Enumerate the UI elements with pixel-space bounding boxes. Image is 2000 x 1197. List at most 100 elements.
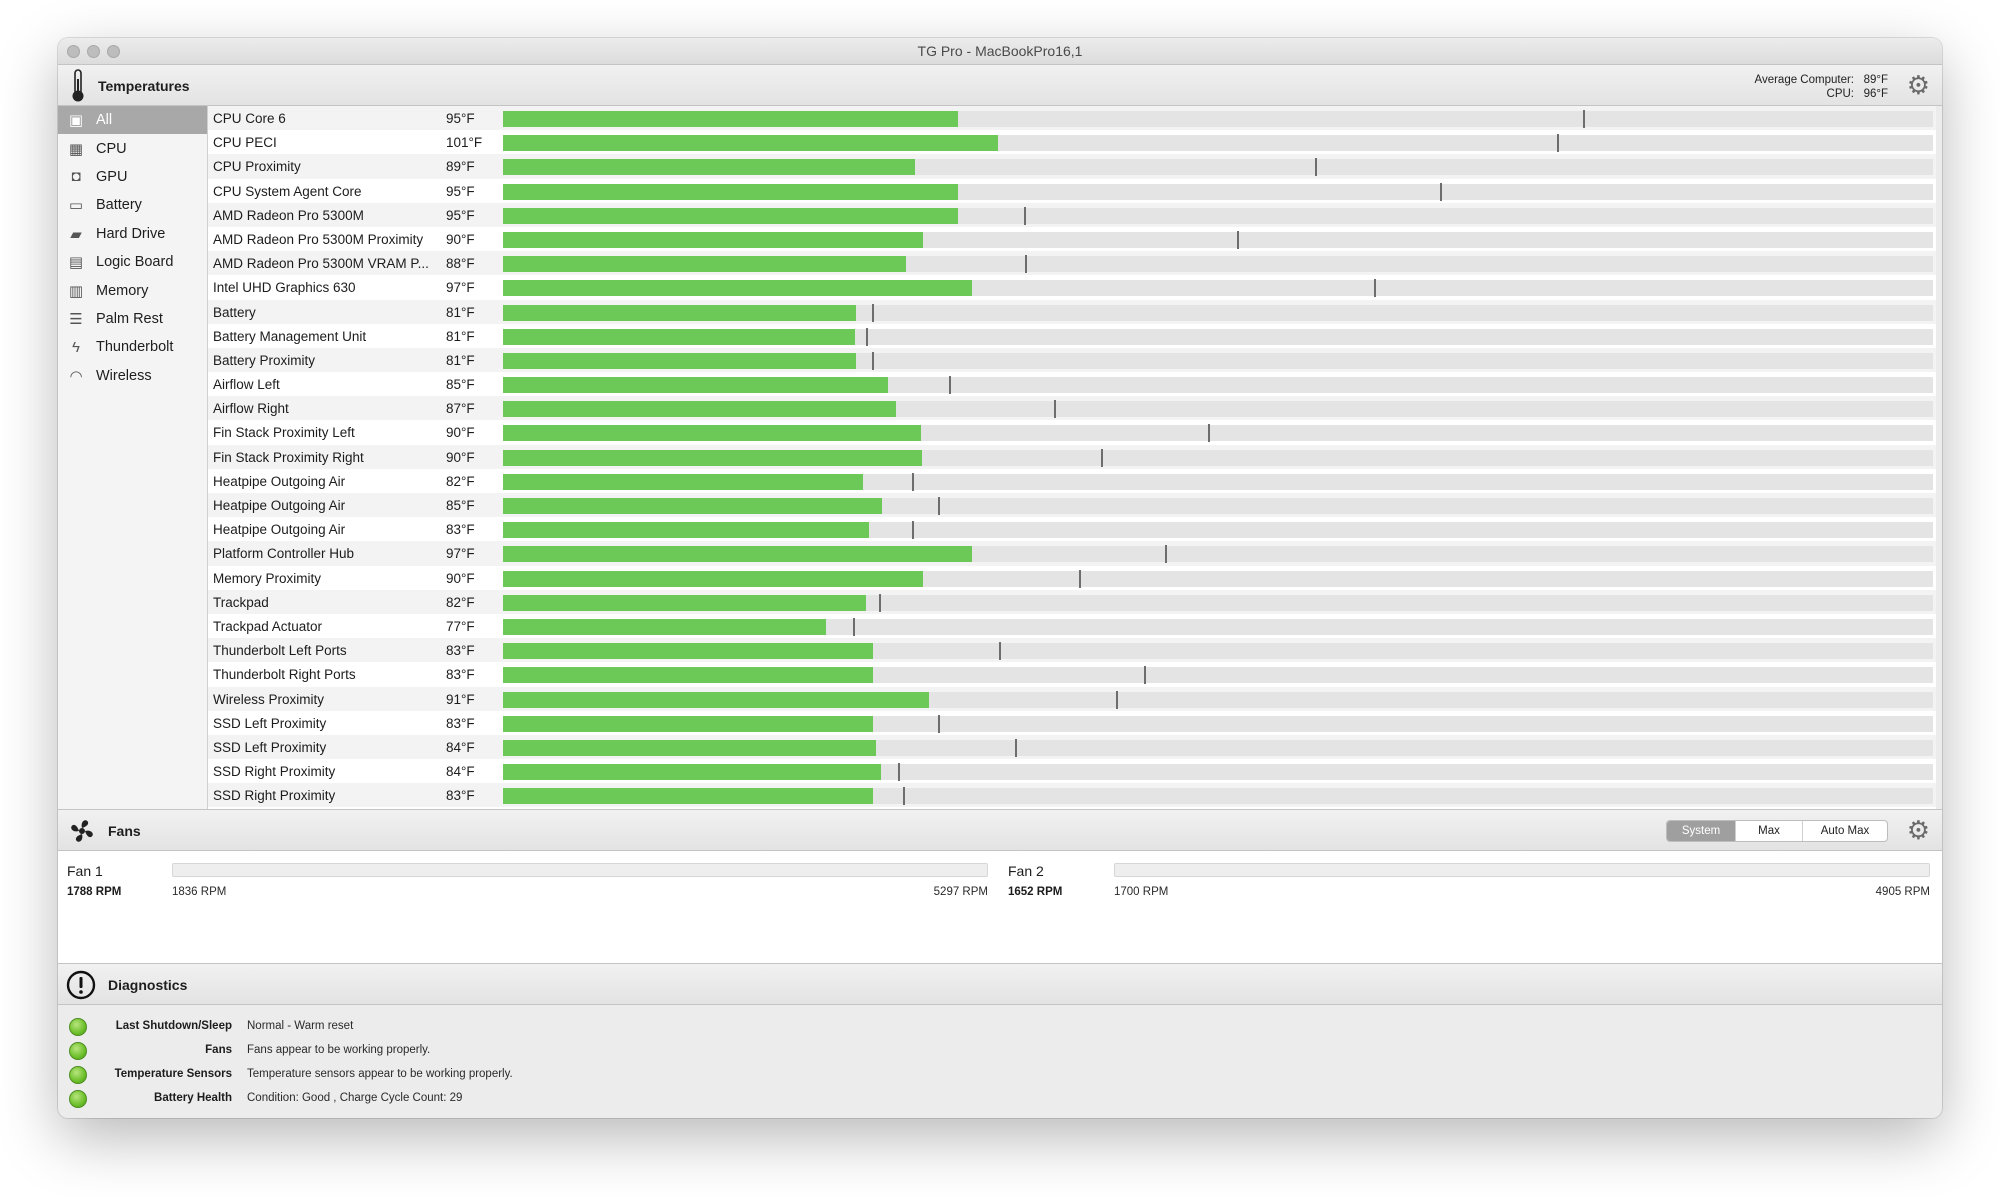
app-window: TG Pro - MacBookPro16,1 Temperatures Ave…: [58, 38, 1942, 1118]
minimize-window-button[interactable]: [87, 45, 100, 58]
fan-mode-auto-max-button[interactable]: Auto Max: [1820, 825, 1870, 837]
sensor-temperature: 89°F: [446, 159, 475, 175]
sensor-row[interactable]: AMD Radeon Pro 5300M 95°F: [208, 202, 1936, 227]
wireless-icon: ◠: [69, 367, 83, 385]
sensor-name: AMD Radeon Pro 5300M: [213, 207, 364, 223]
sidebar-item-wireless[interactable]: ◠ Wireless: [58, 362, 207, 390]
gpu-icon: ◘: [71, 168, 81, 186]
sensor-row[interactable]: CPU Core 6 95°F: [208, 106, 1936, 131]
sensor-row[interactable]: SSD Right Proximity 84°F: [208, 759, 1936, 783]
sensor-temperature-fill: [503, 473, 863, 490]
sensor-temperature-fill: [503, 691, 929, 708]
sensor-row[interactable]: Memory Proximity 90°F: [208, 566, 1936, 590]
sidebar-item-cpu[interactable]: ▦ CPU: [58, 134, 207, 162]
sensor-temperature-fill: [503, 715, 873, 732]
sensor-row[interactable]: Airflow Right 87°F: [208, 396, 1936, 421]
sensor-name: Heatpipe Outgoing Air: [213, 522, 346, 538]
sensor-row[interactable]: SSD Left Proximity 84°F: [208, 734, 1936, 760]
sensor-row[interactable]: CPU System Agent Core 95°F: [208, 179, 1936, 203]
sidebar-item-thunderbolt[interactable]: ϟ Thunderbolt: [58, 333, 207, 361]
zoom-window-button[interactable]: [107, 45, 120, 58]
sidebar-item-palm-rest[interactable]: ☰ Palm Rest: [58, 305, 207, 333]
sensor-temperature-bar: [503, 182, 1933, 201]
sensor-max-marker: [1015, 738, 1017, 757]
sensor-name: Battery: [213, 304, 256, 320]
fans-settings-gear-icon[interactable]: ⚙: [1906, 815, 1930, 845]
sensor-row[interactable]: Fin Stack Proximity Right 90°F: [208, 444, 1936, 469]
sensor-row[interactable]: Thunderbolt Left Ports 83°F: [208, 638, 1936, 663]
diagnostic-row: Last Shutdown/Sleep Normal - Warm reset: [58, 1015, 1942, 1039]
sensor-row[interactable]: SSD Left Proximity 83°F: [208, 711, 1936, 735]
thermometer-icon: [72, 69, 84, 102]
fan-mode-max-button[interactable]: Max: [1736, 821, 1803, 841]
sensor-row[interactable]: Trackpad Actuator 77°F: [208, 614, 1936, 638]
sidebar-item-hard-drive[interactable]: ▰ Hard Drive: [58, 220, 207, 248]
status-ok-icon: [69, 1090, 87, 1108]
sensor-max-marker: [872, 351, 874, 370]
sensor-row[interactable]: Heatpipe Outgoing Air 83°F: [208, 517, 1936, 541]
sensor-row[interactable]: Trackpad 82°F: [208, 589, 1936, 614]
sensor-row[interactable]: Battery Management Unit 81°F: [208, 324, 1936, 348]
sidebar-item-battery[interactable]: ▭ Battery: [58, 191, 207, 219]
sensor-row[interactable]: Battery Proximity 81°F: [208, 347, 1936, 373]
status-ok-icon: [69, 1018, 87, 1036]
sensor-max-marker: [898, 763, 900, 782]
sensor-max-marker: [853, 617, 855, 636]
sensor-row[interactable]: Fin Stack Proximity Left 90°F: [208, 420, 1936, 444]
sensor-max-marker: [938, 497, 940, 515]
sensor-temperature: 83°F: [446, 643, 475, 659]
sensor-name: SSD Left Proximity: [213, 715, 327, 731]
sensor-row[interactable]: Platform Controller Hub 97°F: [208, 541, 1936, 566]
sidebar-item-gpu[interactable]: ◘ GPU: [58, 163, 207, 191]
fan-mode-system-button[interactable]: System: [1667, 821, 1736, 841]
sensor-max-marker: [903, 787, 905, 806]
diagnostics-header: Diagnostics: [58, 963, 1942, 1005]
sensor-temperature-bar: [503, 134, 1933, 153]
sensor-row[interactable]: Airflow Left 85°F: [208, 372, 1936, 396]
fan-1-min-rpm: 1836 RPM: [172, 886, 227, 898]
sensor-name: Heatpipe Outgoing Air: [213, 498, 346, 513]
sensor-temperature-fill: [503, 352, 856, 369]
status-ok-icon: [69, 1066, 87, 1084]
diagnostic-row: Temperature Sensors Temperature sensors a…: [58, 1063, 1942, 1087]
sensor-temperature: 95°F: [446, 207, 475, 223]
sensor-row[interactable]: CPU Proximity 89°F: [208, 154, 1936, 179]
sensor-temperature-fill: [503, 328, 855, 345]
sensor-row[interactable]: Intel UHD Graphics 630 97°F: [208, 275, 1936, 299]
sensor-row[interactable]: SSD Right Proximity 83°F: [208, 783, 1936, 808]
sensor-row[interactable]: CPU PECI 101°F: [208, 130, 1936, 154]
average-cpu-value: 96°F: [1863, 88, 1888, 100]
sensor-row[interactable]: Thunderbolt Right Ports 83°F: [208, 662, 1936, 686]
close-window-button[interactable]: [67, 45, 80, 58]
sensor-temperature-bar: [503, 110, 1933, 128]
sensor-temperature-bar: [503, 545, 1933, 564]
sidebar-item-all[interactable]: ▣ All: [58, 106, 207, 135]
sensor-temperature-fill: [503, 764, 881, 781]
fan-1-max-rpm: 5297 RPM: [933, 886, 988, 898]
sensor-name: Fin Stack Proximity Right: [213, 449, 364, 465]
sensor-name: Intel UHD Graphics 630: [213, 280, 356, 296]
sensor-temperature: 90°F: [446, 231, 475, 247]
sensor-name: Airflow Right: [213, 401, 289, 417]
sensor-row[interactable]: Heatpipe Outgoing Air 82°F: [208, 469, 1936, 493]
sensor-name: SSD Right Proximity: [213, 788, 336, 804]
sensor-temperature: 83°F: [446, 522, 475, 538]
sidebar-item-memory[interactable]: ▥ Memory: [58, 276, 207, 304]
sidebar-item-logic-board[interactable]: ▤ Logic Board: [58, 248, 207, 276]
fans-title: Fans: [108, 823, 141, 839]
sensor-temperature-fill: [503, 401, 896, 418]
temperatures-settings-gear-icon[interactable]: ⚙: [1906, 70, 1930, 100]
sensor-row[interactable]: Battery 81°F: [208, 299, 1936, 324]
window-title: TG Pro - MacBookPro16,1: [917, 43, 1083, 59]
sensor-max-marker: [1101, 448, 1103, 467]
sensor-temperature: 77°F: [446, 618, 475, 634]
sensor-temperature-bar: [503, 448, 1933, 467]
sensor-temperature: 90°F: [446, 449, 475, 465]
sensor-row[interactable]: AMD Radeon Pro 5300M VRAM P... 88°F: [208, 251, 1936, 276]
sensor-row[interactable]: Heatpipe Outgoing Air 85°F: [208, 493, 1936, 518]
sensor-row[interactable]: AMD Radeon Pro 5300M Proximity 90°F: [208, 227, 1936, 251]
sensor-row[interactable]: Wireless Proximity 91°F: [208, 686, 1936, 711]
sensor-name: Thunderbolt Left Ports: [213, 643, 347, 659]
sensor-temperature-fill: [503, 231, 923, 248]
fan-1-name: Fan 1: [67, 863, 103, 879]
